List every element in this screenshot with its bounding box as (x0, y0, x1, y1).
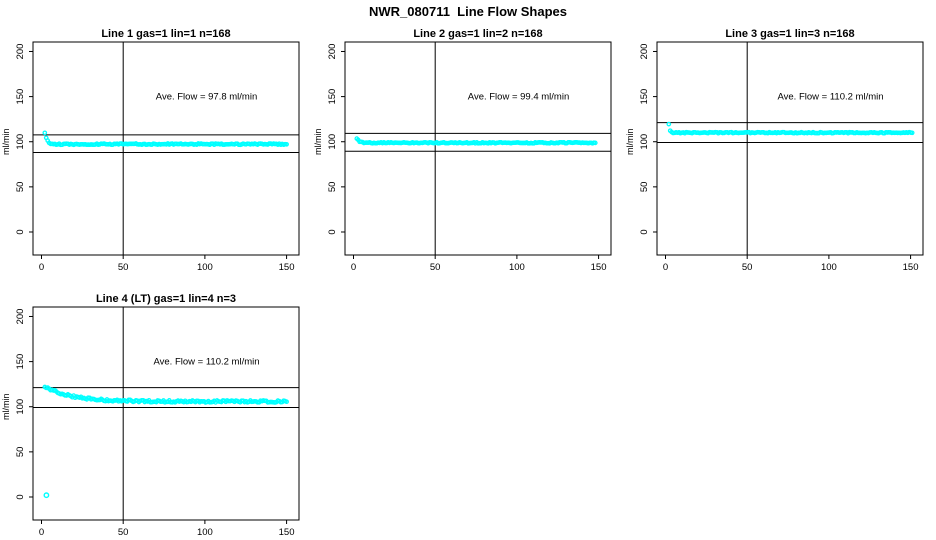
y-tick-label: 200 (327, 44, 338, 60)
subplot-2: Line 2 gas=1 lin=2 n=168 Ave. Flow = 99.4… (312, 27, 624, 275)
x-tick-label: 50 (742, 262, 753, 273)
y-tick-label: 0 (327, 229, 338, 234)
y-tick-label: 200 (639, 44, 650, 60)
y-tick-label: 100 (639, 134, 650, 150)
x-axis-ticks: 0 50 100 150 (663, 255, 919, 273)
x-tick-label: 0 (39, 527, 44, 538)
y-tick-label: 150 (15, 354, 26, 370)
y-axis-ticks: 0 50 100 150 200 (327, 44, 345, 235)
y-tick-label: 0 (15, 494, 26, 499)
x-tick-label: 50 (118, 527, 129, 538)
plot-box (32, 41, 300, 256)
x-tick-label: 100 (509, 262, 525, 273)
y-tick-label: 100 (15, 134, 26, 150)
x-tick-label: 100 (821, 262, 837, 273)
subplot-4: Line 4 (LT) gas=1 lin=4 n=3 Ave. Flow = 1… (0, 292, 312, 540)
y-axis-label: ml/min (1, 393, 11, 420)
avg-flow-annotation: Ave. Flow = 110.2 ml/min (153, 357, 259, 368)
data-point (284, 141, 289, 147)
x-tick-label: 50 (118, 262, 129, 273)
x-axis-ticks: 0 50 100 150 (39, 255, 295, 273)
x-tick-label: 150 (903, 262, 919, 273)
outlier-point (43, 492, 50, 499)
data-point (666, 121, 672, 127)
y-axis-label: ml/min (625, 128, 635, 155)
subplot-title: Line 3 gas=1 lin=3 n=168 (725, 28, 854, 40)
y-tick-label: 0 (639, 229, 650, 234)
subplot-title: Line 4 (LT) gas=1 lin=4 n=3 (96, 293, 236, 305)
y-axis-ticks: 0 50 100 150 200 (15, 44, 33, 235)
y-tick-label: 100 (327, 134, 338, 150)
subplot-chart: Line 2 gas=1 lin=2 n=168 Ave. Flow = 99.4… (313, 28, 612, 273)
y-tick-label: 100 (15, 399, 26, 415)
y-tick-label: 50 (327, 182, 338, 193)
subplot-chart: Line 1 gas=1 lin=1 n=168 Ave. Flow = 97.8… (1, 28, 300, 273)
y-axis-ticks: 0 50 100 150 200 (15, 309, 33, 500)
x-tick-label: 150 (279, 527, 295, 538)
y-axis-label: ml/min (1, 128, 11, 155)
x-tick-label: 150 (591, 262, 607, 273)
avg-flow-annotation: Ave. Flow = 99.4 ml/min (468, 92, 569, 103)
y-tick-label: 150 (15, 89, 26, 105)
avg-flow-annotation: Ave. Flow = 97.8 ml/min (156, 92, 257, 103)
data-point (909, 130, 915, 136)
y-tick-label: 200 (15, 309, 26, 325)
x-tick-label: 100 (197, 527, 213, 538)
subplot-chart: Line 3 gas=1 lin=3 n=168 Ave. Flow = 110.… (625, 28, 924, 273)
plot-box (32, 306, 300, 521)
x-tick-label: 0 (351, 262, 356, 273)
x-tick-label: 0 (663, 262, 668, 273)
data-points (666, 121, 915, 136)
x-tick-label: 100 (197, 262, 213, 273)
plot-box (344, 41, 612, 256)
subplot-chart: Line 4 (LT) gas=1 lin=4 n=3 Ave. Flow = 1… (1, 293, 300, 538)
y-tick-label: 150 (639, 89, 650, 105)
x-tick-label: 150 (279, 262, 295, 273)
y-tick-label: 50 (639, 182, 650, 193)
data-point (592, 140, 598, 146)
x-axis-ticks: 0 50 100 150 (39, 520, 295, 538)
y-axis-label: ml/min (313, 128, 323, 155)
avg-flow-annotation: Ave. Flow = 110.2 ml/min (777, 92, 883, 103)
x-tick-label: 0 (39, 262, 44, 273)
y-tick-label: 0 (15, 229, 26, 234)
data-points (42, 384, 289, 499)
subplot-1: Line 1 gas=1 lin=1 n=168 Ave. Flow = 97.8… (0, 27, 312, 275)
y-tick-label: 150 (327, 89, 338, 105)
y-axis-ticks: 0 50 100 150 200 (639, 44, 657, 235)
figure-title: NWR_080711 Line Flow Shapes (369, 4, 567, 19)
data-points (354, 136, 598, 146)
x-axis-ticks: 0 50 100 150 (351, 255, 607, 273)
data-point (284, 399, 289, 405)
y-tick-label: 50 (15, 182, 26, 193)
plot-box (656, 41, 924, 256)
data-point (42, 130, 48, 136)
y-tick-label: 50 (15, 447, 26, 458)
y-tick-label: 200 (15, 44, 26, 60)
subplot-title: Line 1 gas=1 lin=1 n=168 (101, 28, 230, 40)
x-tick-label: 50 (430, 262, 441, 273)
subplot-3: Line 3 gas=1 lin=3 n=168 Ave. Flow = 110.… (624, 27, 936, 275)
data-points (42, 130, 289, 148)
subplot-title: Line 2 gas=1 lin=2 n=168 (413, 28, 542, 40)
